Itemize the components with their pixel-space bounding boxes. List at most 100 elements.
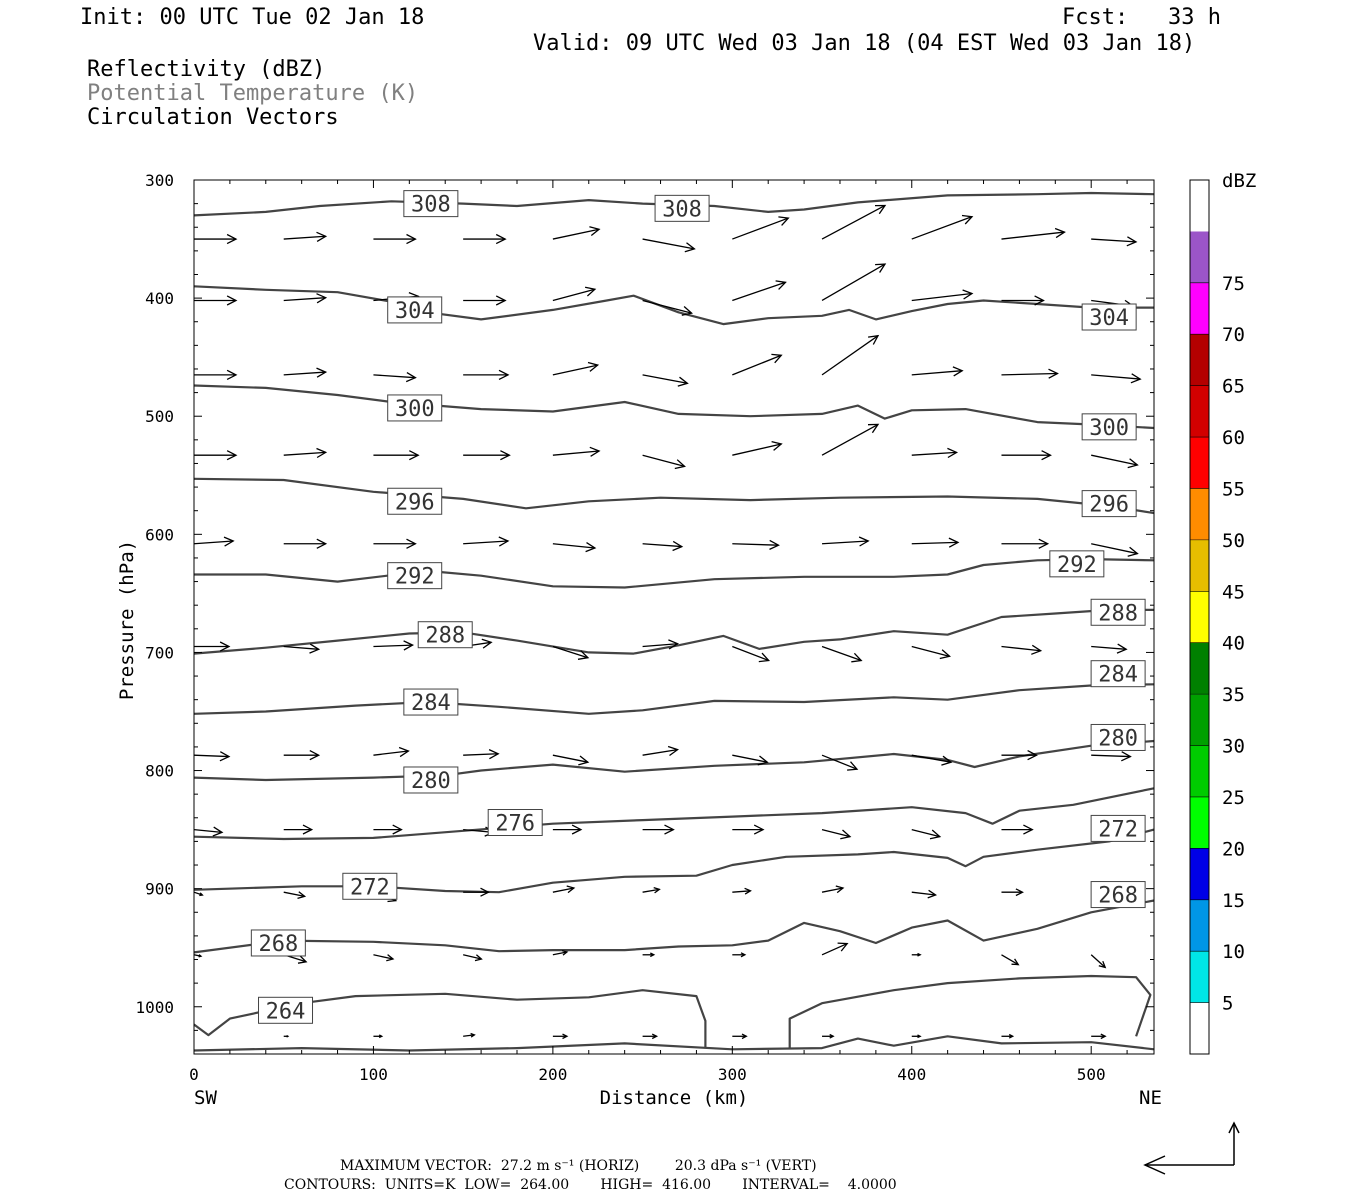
vector-head <box>589 226 601 237</box>
vector-head <box>1127 458 1139 469</box>
vector-shaft <box>552 450 600 456</box>
vector-shaft <box>821 828 851 838</box>
vector-head <box>917 1034 922 1039</box>
max-vector-note: MAXIMUM VECTOR: 27.2 m s⁻¹ (HORIZ) 20.3 … <box>340 1158 817 1174</box>
vector-head <box>316 538 328 549</box>
contour-label-box <box>1081 303 1137 331</box>
vector-shaft <box>1001 372 1058 376</box>
vector-shaft <box>1091 238 1137 243</box>
vector-head <box>589 446 601 457</box>
vector-head <box>405 372 417 383</box>
vector-shaft <box>283 451 326 456</box>
vector-head <box>498 369 510 380</box>
contour-label: 300 <box>395 397 435 422</box>
vector-shaft <box>821 540 869 545</box>
theta-contour <box>193 828 1155 894</box>
y-tick-label: 500 <box>145 407 174 426</box>
x-axis-title: Distance (km) <box>600 1087 749 1109</box>
vector-head <box>1034 295 1045 306</box>
vector-shaft <box>911 292 973 302</box>
colorbar-label: 60 <box>1222 427 1245 449</box>
vector-head <box>219 751 231 762</box>
colorbar-segment <box>1190 745 1209 797</box>
vector-shaft <box>1091 543 1138 555</box>
vector-shaft <box>911 370 963 376</box>
vector-head <box>874 204 887 215</box>
contour-label: 300 <box>1089 416 1129 441</box>
vector-head <box>1121 751 1132 762</box>
y-tick-label: 900 <box>145 880 174 899</box>
vector-head <box>952 366 964 377</box>
vector-shaft <box>193 540 234 545</box>
y-tick-label: 400 <box>145 289 174 308</box>
colorbar-label: 70 <box>1222 324 1245 346</box>
contour-label-box <box>487 809 543 837</box>
vector-shaft <box>642 454 685 468</box>
colorbar-segment <box>1190 282 1209 335</box>
vector-head <box>948 537 960 548</box>
x-tick-label: 200 <box>538 1065 567 1084</box>
vector-shaft <box>552 754 589 763</box>
vector-head <box>668 639 680 650</box>
theta-contour <box>193 285 1154 326</box>
vector-head <box>664 824 675 835</box>
field-reflectivity: Reflectivity (dBZ) <box>87 57 326 82</box>
axes: 0 100 200 300 400 500 300 400 500 600 700 800 900 100… <box>135 171 1154 1084</box>
vector-head <box>584 286 597 297</box>
vector-shaft <box>552 543 595 549</box>
theta-contour <box>193 608 1154 655</box>
contour-label: 268 <box>258 932 298 957</box>
vector-head <box>500 450 511 461</box>
vector-shaft <box>821 754 858 770</box>
vector-shaft <box>642 543 682 548</box>
vector-head <box>939 649 951 660</box>
field-potential-temperature: Potential Temperature (K) <box>87 81 419 106</box>
colorbar-segment <box>1190 488 1209 540</box>
vector-shaft <box>552 951 568 956</box>
colorbar-label: 10 <box>1222 941 1245 963</box>
vector-shaft <box>642 299 692 314</box>
y-tick-label: 300 <box>145 171 174 190</box>
vector-shaft <box>821 942 848 956</box>
contour-label-box <box>1049 550 1105 578</box>
vector-head <box>406 233 417 245</box>
vector-head <box>562 1033 569 1040</box>
vector-head <box>941 755 953 766</box>
vector-head <box>917 952 922 957</box>
vector-head <box>392 824 403 835</box>
colorbar-segment <box>1190 642 1209 695</box>
colorbar-segment <box>1190 180 1209 232</box>
vector-shaft <box>642 643 678 648</box>
max-vector-key <box>1143 1121 1240 1175</box>
init-time: Init: 00 UTC Tue 02 Jan 18 <box>80 5 425 30</box>
vector-head <box>309 750 321 761</box>
y-tick-label: 800 <box>145 762 174 781</box>
vector-head <box>757 755 769 766</box>
vector-shaft <box>373 750 409 756</box>
contour-label-box <box>417 621 473 649</box>
colorbar-segment <box>1190 231 1209 283</box>
colorbar-segment <box>1190 1002 1209 1054</box>
colorbar-label: 30 <box>1222 736 1245 758</box>
contour-label: 272 <box>350 875 390 900</box>
vector-head <box>653 886 661 894</box>
vector-shaft <box>911 645 950 657</box>
vector-shaft <box>911 216 973 240</box>
vector-head <box>741 1033 748 1040</box>
contour-label: 284 <box>411 691 451 716</box>
vector-head <box>758 652 771 663</box>
vector-head <box>1027 750 1038 761</box>
vector-head <box>480 887 490 897</box>
contour-label: 264 <box>266 999 306 1024</box>
y-tick-label: 1000 <box>135 998 174 1017</box>
contour-label: 292 <box>1057 553 1097 578</box>
vector-head <box>488 749 500 760</box>
colorbar-label: 5 <box>1222 993 1233 1015</box>
vector-shaft <box>732 354 782 376</box>
vector-head <box>316 293 328 304</box>
vector-shaft <box>1090 954 1106 968</box>
vector-shaft <box>1001 954 1019 966</box>
vector-shaft <box>821 204 886 240</box>
